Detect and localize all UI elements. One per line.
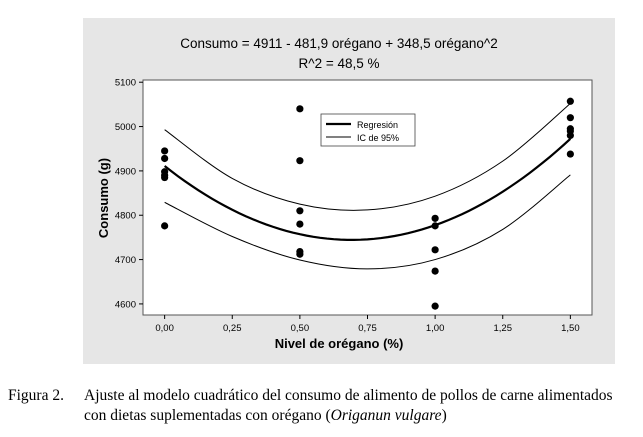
legend: Regresión IC de 95% [320, 113, 416, 147]
y-tick-label: 4700 [115, 255, 136, 266]
data-points [161, 97, 574, 310]
ci-lower-curve [164, 174, 571, 270]
data-point [161, 222, 169, 230]
x-axis-label: Nivel de orégano (%) [275, 336, 404, 351]
data-point [566, 114, 574, 122]
caption-line-2: con dietas suplementadas con orégano (Or… [84, 406, 447, 426]
data-point [431, 222, 439, 230]
legend-label-ci: IC de 95% [357, 133, 399, 143]
data-point [431, 246, 439, 254]
x-tick-label: 1,25 [493, 323, 512, 334]
y-axis-label: Consumo (g) [96, 158, 111, 238]
data-point [566, 131, 574, 140]
y-tick-label: 4900 [115, 166, 136, 177]
y-tick-label: 4600 [115, 299, 136, 310]
data-point [431, 302, 439, 310]
x-tick-label: 0,50 [291, 323, 310, 334]
x-tick-label: 1,50 [561, 323, 580, 334]
data-point [296, 105, 304, 113]
x-tick-label: 1,00 [426, 323, 445, 334]
data-point [161, 147, 169, 155]
data-point [161, 154, 169, 163]
legend-box [320, 113, 416, 147]
data-point [296, 157, 304, 165]
data-point [431, 214, 439, 222]
x-tick-label: 0,75 [358, 323, 377, 334]
caption-line-2-suffix: ) [441, 407, 447, 424]
caption-label: Figura 2. [8, 387, 64, 404]
caption-line-1: Ajuste al modelo cuadrático del consumo … [84, 387, 613, 404]
x-tick-label: 0,25 [223, 323, 242, 334]
regression-curve [163, 138, 572, 241]
caption-line-2-prefix: con dietas suplementadas con orégano ( [84, 407, 331, 424]
ci-upper-curve [164, 103, 571, 211]
y-tick-label: 5100 [115, 78, 136, 89]
legend-label-regression: Regresión [357, 120, 398, 130]
y-tick-label: 4800 [115, 211, 136, 222]
chart-subtitle: R^2 = 48,5 % [298, 56, 379, 71]
y-axis: 4600 4700 4800 4900 5000 5100 [115, 78, 143, 310]
data-point [296, 250, 304, 258]
data-point [296, 220, 304, 228]
y-tick-label: 5000 [115, 122, 136, 133]
data-point [161, 173, 169, 182]
data-point [566, 150, 574, 158]
data-point [431, 267, 439, 275]
caption-species-name: Origanun vulgare [330, 407, 442, 424]
data-point [296, 207, 304, 215]
chart-title: Consumo = 4911 - 481,9 orégano + 348,5 o… [180, 36, 498, 51]
regression-chart: Consumo = 4911 - 481,9 orégano + 348,5 o… [96, 36, 593, 351]
chart-frame: Consumo = 4911 - 481,9 orégano + 348,5 o… [83, 18, 615, 364]
x-axis: 0,00 0,25 0,50 0,75 1,00 1,25 1,50 [155, 315, 580, 334]
x-tick-label: 0,00 [155, 323, 174, 334]
data-point [566, 97, 574, 105]
